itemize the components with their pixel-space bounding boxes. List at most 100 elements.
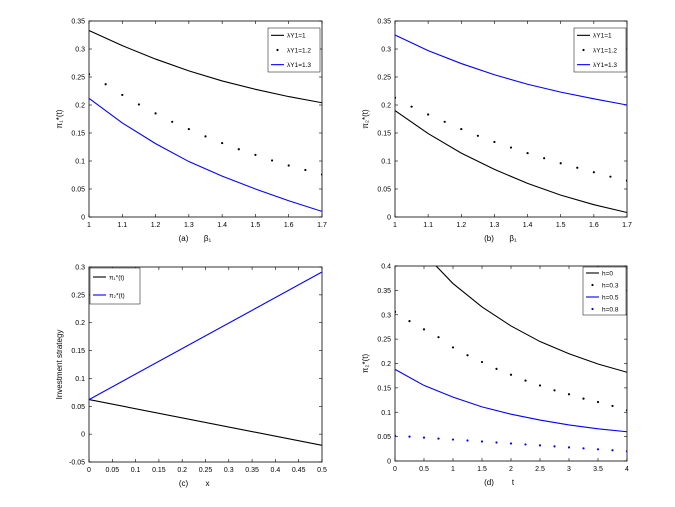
x-tick-label: 0 (87, 467, 91, 474)
x-tick-label: 1.7 (317, 222, 327, 229)
x-tick-label: 0.5 (317, 467, 327, 474)
x-tick-label: 0.05 (105, 467, 119, 474)
series-point-1 (460, 127, 463, 131)
x-tick-label: 0.25 (199, 467, 213, 474)
series-point-1 (524, 379, 527, 382)
y-axis-label: π₁*(t) (55, 109, 64, 128)
series-point-3 (451, 438, 455, 441)
y-tick-label: 0.4 (381, 264, 391, 271)
x-axis-label: β₁ (509, 234, 517, 243)
y-tick-label: 0.25 (71, 75, 85, 82)
legend-swatch-dot (582, 48, 585, 52)
y-tick-label: 0.35 (71, 19, 85, 26)
x-axis-label: x (206, 479, 210, 488)
plot-frame (394, 20, 628, 218)
legend-label: λY1=1.3 (593, 62, 617, 69)
series-point-3 (611, 449, 614, 452)
series-group (89, 30, 322, 212)
legend-box (582, 266, 627, 316)
y-tick-label: 0.1 (75, 159, 85, 166)
series-point-3 (495, 441, 498, 444)
series-line-0 (395, 110, 627, 214)
series-group (395, 34, 627, 214)
y-tick-label: 0.25 (377, 75, 391, 82)
y-tick-label: 0 (387, 459, 391, 466)
x-tick-label: 1.5 (556, 222, 566, 229)
panel-caption: (d) (484, 478, 494, 487)
x-tick-label: 0.1 (131, 467, 141, 474)
y-tick-label: 0.2 (75, 103, 85, 110)
series-point-1 (509, 373, 513, 376)
x-tick-label: 1.6 (284, 222, 294, 229)
y-tick-label: 0.35 (377, 288, 391, 295)
y-tick-label: 0.3 (75, 265, 85, 272)
series-point-1 (154, 112, 157, 115)
y-axis-label: π₂*(t) (361, 109, 370, 129)
series-line-0 (89, 399, 322, 446)
x-tick-label: 1.1 (423, 222, 433, 229)
series-point-3 (582, 447, 585, 450)
legend-label: λY1=1.2 (593, 47, 617, 54)
y-tick-label: 0.05 (377, 187, 391, 194)
series-point-1 (559, 162, 562, 165)
series-point-3 (509, 442, 513, 445)
y-tick-label: 0.2 (381, 103, 391, 110)
series-point-3 (524, 443, 527, 446)
panel-b: 1 1.1 1.2 1.3 1.4 1.5 1.6 1.7 0 0.05 0.1 0.15 0.2 0.2… (361, 19, 632, 244)
series-point-1 (237, 148, 240, 151)
series-point-1 (408, 319, 411, 323)
x-tick-label: 3.5 (593, 466, 603, 473)
series-point-1 (592, 171, 595, 174)
series-point-1 (254, 153, 257, 156)
series-point-3 (538, 444, 542, 447)
panel-caption: (b) (484, 234, 494, 243)
series-point-3 (553, 445, 556, 448)
series-point-3 (408, 435, 411, 438)
series-point-1 (576, 166, 579, 169)
plot-frame (88, 20, 323, 218)
panel-d: 0 0.5 1 1.5 2 2.5 3 3.5 4 0 0.05 0.1 0.15 0.2 0.25 0.3 0… (361, 264, 629, 488)
x-tick-label: 2.5 (535, 466, 545, 473)
y-axis-label: Investment strategy (55, 330, 64, 400)
x-tick-label: 1.7 (622, 222, 632, 229)
legend: h=0 h=0.3 h=0.5 h=0.8 (582, 266, 627, 316)
series-point-1 (625, 409, 627, 412)
legend-label: λY1=1 (287, 33, 306, 40)
y-tick-label: -0.05 (69, 460, 85, 467)
legend-swatch-dot (276, 48, 279, 52)
series-group (395, 266, 627, 453)
legend: λY1=1 λY1=1.2 λY1=1.3 (267, 27, 321, 73)
y-tick-label: 0.3 (75, 47, 85, 54)
x-tick-label: 1.3 (490, 222, 500, 229)
series-line-0 (435, 266, 627, 373)
y-tick-label: 0.2 (75, 320, 85, 327)
series-point-1 (526, 152, 529, 155)
series-point-1 (320, 173, 322, 176)
series-point-1 (204, 135, 207, 138)
panel-caption: (c) (179, 479, 189, 488)
series-point-1 (495, 367, 498, 370)
y-tick-label: 0.15 (377, 385, 391, 392)
y-tick-label: 0 (387, 215, 391, 222)
x-tick-label: 1.1 (117, 222, 127, 229)
x-tick-label: 1.6 (589, 222, 599, 229)
series-line-0 (89, 30, 322, 104)
x-axis-label: β₁ (204, 234, 212, 243)
series-point-1 (395, 96, 397, 99)
series-point-1 (89, 73, 91, 76)
legend-label: h=0 (602, 270, 613, 277)
y-tick-label: 0.35 (377, 19, 391, 26)
series-point-1 (410, 105, 413, 108)
panel-caption: (a) (179, 234, 189, 243)
x-tick-label: 1.4 (217, 222, 227, 229)
x-tick-label: 0.5 (419, 466, 429, 473)
y-tick-label: 0.15 (71, 131, 85, 138)
x-tick-label: 0 (393, 466, 397, 473)
x-tick-label: 1.4 (523, 222, 533, 229)
x-tick-label: 0.35 (245, 467, 259, 474)
legend-label: h=0.8 (602, 306, 619, 313)
series-point-1 (104, 83, 107, 86)
panel-a: 1 1.1 1.2 1.3 1.4 1.5 1.6 1.7 0 0.05 0.1 0.15 0.2 0.2… (55, 19, 327, 244)
y-tick-label: 0.1 (75, 376, 85, 383)
series-point-1 (422, 328, 426, 331)
